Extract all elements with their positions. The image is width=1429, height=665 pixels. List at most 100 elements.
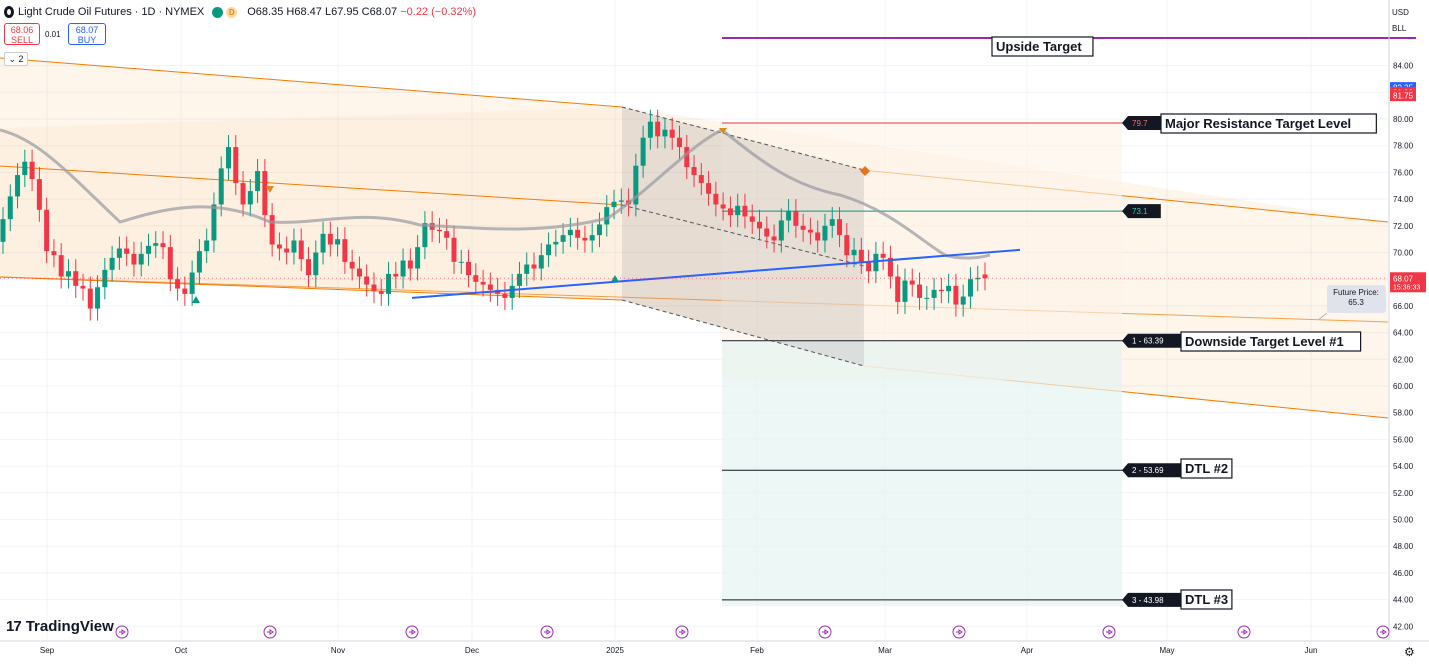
event-arrow-icon bbox=[1106, 629, 1113, 635]
indicators-toggle[interactable]: ⌄ 2 bbox=[4, 52, 28, 66]
candle-body bbox=[807, 229, 813, 233]
candle-body bbox=[589, 235, 595, 241]
signal-down-marker bbox=[266, 186, 274, 193]
candle-body bbox=[291, 240, 297, 253]
mid-level-tag: 73.1 bbox=[1132, 207, 1148, 216]
buy-price: 68.07 bbox=[75, 25, 99, 35]
logo-text: TradingView bbox=[25, 618, 114, 635]
candle-body bbox=[407, 260, 413, 269]
market-status-icon[interactable] bbox=[212, 6, 224, 18]
settings-gear-icon[interactable]: ⚙ bbox=[1404, 645, 1415, 659]
dtl-2-tag-box bbox=[1122, 463, 1187, 478]
price-tick-label: 56.00 bbox=[1393, 435, 1414, 444]
event-arrow-icon bbox=[679, 629, 686, 635]
price-axis[interactable]: 84.0082.0080.0078.0076.0074.0072.0070.00… bbox=[1388, 0, 1426, 640]
future-price-box bbox=[1327, 285, 1386, 313]
time-axis[interactable]: Sep Oct Nov Dec 2025 Feb Mar Apr May Jun bbox=[0, 625, 1429, 655]
upside-target-label: Upside Target bbox=[996, 39, 1082, 54]
candle-body bbox=[873, 253, 879, 272]
candle-body bbox=[858, 249, 864, 262]
candle-body bbox=[175, 279, 181, 289]
overlay-lines bbox=[0, 128, 1388, 303]
candle-body bbox=[65, 271, 71, 277]
sell-button[interactable]: 68.06 SELL bbox=[4, 23, 40, 45]
interval-label[interactable]: 1D bbox=[141, 6, 156, 18]
event-arrow-icon bbox=[119, 629, 126, 635]
price-label-box bbox=[1390, 90, 1416, 102]
dtl-2-label-box bbox=[1180, 458, 1233, 479]
candle-body bbox=[502, 293, 508, 298]
candle-body bbox=[837, 219, 843, 236]
candle-body bbox=[131, 253, 137, 265]
last-price-value: 68.07 bbox=[1393, 274, 1414, 283]
ohlc-readout: O68.35 H68.47 L67.95 C68.07 −0.22 (−0.32… bbox=[247, 6, 476, 18]
candle-body bbox=[909, 280, 915, 285]
candle-body bbox=[735, 205, 741, 216]
candle-body bbox=[378, 291, 384, 294]
separator: · bbox=[134, 6, 139, 18]
candle-body bbox=[262, 171, 268, 216]
candle-body bbox=[458, 261, 464, 263]
channel-fill bbox=[0, 107, 862, 366]
candle-body bbox=[44, 209, 50, 252]
candle-body bbox=[422, 223, 428, 248]
price-tick-label: 78.00 bbox=[1393, 142, 1414, 151]
candle-body bbox=[698, 175, 704, 184]
price-tick-label: 46.00 bbox=[1393, 569, 1414, 578]
candle-body bbox=[276, 244, 282, 249]
time-tick-label: Mar bbox=[878, 646, 892, 655]
candle-body bbox=[946, 285, 952, 292]
candle-body bbox=[917, 284, 923, 298]
last-price-box bbox=[1390, 272, 1426, 293]
tradingview-logo[interactable]: 17 TradingView bbox=[6, 618, 114, 635]
candle-body bbox=[160, 243, 166, 248]
major-resistance-tag: 79.7 bbox=[1132, 119, 1148, 128]
candle-body bbox=[720, 204, 726, 209]
candle-body bbox=[0, 219, 6, 242]
candle-body bbox=[611, 201, 617, 208]
delayed-badge[interactable]: D bbox=[226, 6, 238, 18]
candle-body bbox=[887, 257, 893, 277]
candle-body bbox=[866, 261, 872, 272]
signal-down-marker bbox=[719, 128, 727, 134]
candle-body bbox=[706, 183, 712, 194]
event-arrow-icon bbox=[267, 629, 274, 635]
candle-body bbox=[15, 175, 21, 197]
candle-body bbox=[553, 241, 559, 245]
candle-body bbox=[466, 261, 472, 276]
candle-body bbox=[342, 239, 348, 262]
candle-body bbox=[284, 248, 290, 253]
major-resistance-tag-box bbox=[1122, 116, 1161, 131]
candle-body bbox=[604, 207, 610, 225]
price-tick-label: 64.00 bbox=[1393, 329, 1414, 338]
tradingview-logo-icon: 17 bbox=[6, 618, 22, 635]
symbol-title[interactable]: Light Crude Oil Futures bbox=[18, 6, 132, 18]
candle-body bbox=[436, 229, 442, 232]
candle-body bbox=[196, 251, 202, 273]
candle-body bbox=[415, 247, 421, 269]
high-value: H68.47 bbox=[286, 6, 322, 18]
diamond-marker bbox=[860, 166, 870, 176]
unit-selector[interactable]: BLL bbox=[1392, 24, 1407, 33]
candle-body bbox=[335, 239, 341, 245]
candle-body bbox=[880, 253, 886, 258]
candle-body bbox=[386, 273, 392, 294]
candle-body bbox=[298, 240, 304, 260]
candle-body bbox=[982, 274, 988, 279]
indicators-count: 2 bbox=[18, 54, 24, 64]
time-tick-label: Sep bbox=[40, 646, 55, 655]
chart-header: Light Crude Oil Futures · 1D · NYMEX D O… bbox=[4, 4, 476, 20]
downside-zone bbox=[722, 342, 1122, 606]
dtl-1-tag: 1 - 63.39 bbox=[1132, 337, 1164, 346]
candle-body bbox=[29, 161, 35, 180]
currency-selector[interactable]: USD bbox=[1392, 8, 1409, 17]
candle-body bbox=[487, 284, 493, 290]
candle-body bbox=[524, 264, 530, 274]
time-tick-label: Jun bbox=[1305, 646, 1318, 655]
buy-button[interactable]: 68.07 BUY bbox=[68, 23, 106, 45]
price-tick-label: 72.00 bbox=[1393, 222, 1414, 231]
candle-body bbox=[793, 211, 799, 226]
candle-body bbox=[655, 121, 661, 137]
candle-body bbox=[306, 259, 312, 276]
